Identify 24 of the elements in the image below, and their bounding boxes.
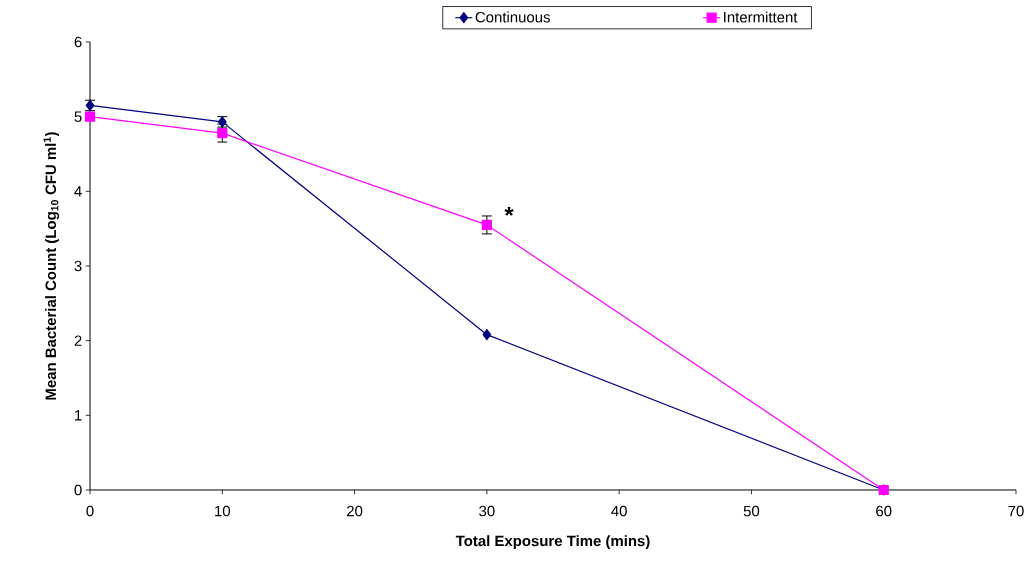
x-tick-label: 0 [86, 505, 94, 517]
point [85, 99, 95, 112]
y-tick-label: 4 [74, 186, 82, 197]
y-tick-label: 2 [74, 335, 82, 346]
x-tick-label: 50 [743, 505, 760, 517]
y-tick-label: 6 [74, 36, 82, 48]
x-tick-label: 30 [479, 505, 495, 517]
annotation: * [504, 206, 514, 216]
point [84, 111, 96, 122]
x-tick-label: 20 [347, 505, 363, 517]
point [482, 329, 492, 341]
legend-label: Intermittent [724, 11, 798, 23]
y-tick-label: 1 [75, 410, 82, 421]
y-tick-label: 0 [74, 484, 82, 496]
point [481, 219, 492, 230]
y-tick-label: 5 [74, 111, 82, 122]
y-axis-title: Mean Bacterial Count (Log$_{10}$ CFU ml$^{1}$) [43, 132, 60, 400]
x-tick-label: 10 [215, 505, 231, 517]
y-tick-label: 3 [74, 260, 82, 272]
x-axis-title: Total Exposure Time (mins) [455, 535, 650, 550]
x-tick-label: 40 [611, 505, 627, 517]
x-tick-label: 60 [876, 505, 892, 517]
x-tick-label: 70 [1008, 505, 1024, 517]
legend-label: Continuous [475, 11, 550, 23]
